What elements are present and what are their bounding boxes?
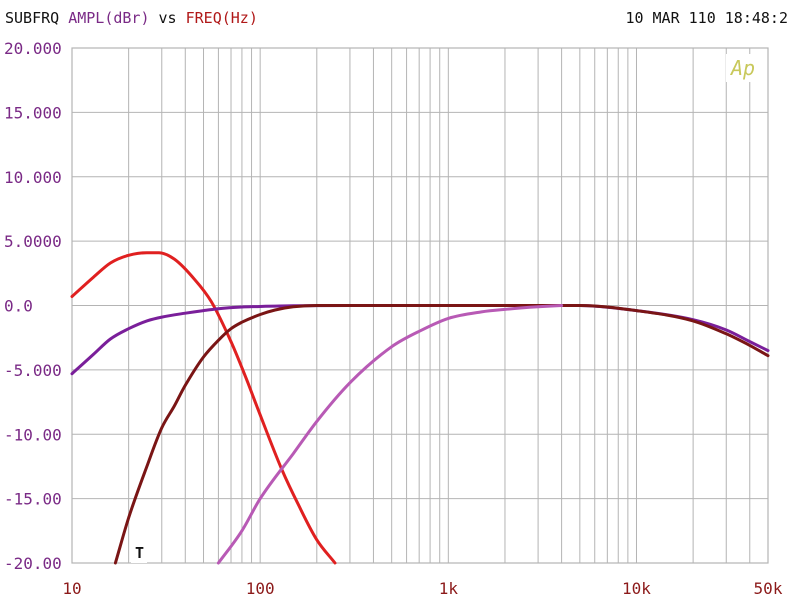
plot-header: SUBFRQ AMPL(dBr) vs FREQ(Hz) bbox=[5, 9, 258, 27]
x-tick-label: 1k bbox=[439, 579, 459, 598]
y-tick-label: -10.00 bbox=[4, 425, 62, 444]
y-quantity-label: AMPL(dBr) bbox=[68, 9, 150, 27]
x-tick-label: 10k bbox=[622, 579, 651, 598]
time-label: 18:48:2 bbox=[724, 9, 788, 27]
date-label: 10 MAR 110 bbox=[625, 9, 716, 27]
vs-label: vs bbox=[158, 9, 177, 27]
y-tick-label: 20.000 bbox=[4, 39, 62, 58]
y-tick-label: 10.000 bbox=[4, 168, 62, 187]
tick-labels: 20.000 15.000 10.000 5.0000 0.0 -5.000 -10.00 -… bbox=[4, 39, 783, 598]
audio-precision-logo: Ap bbox=[729, 56, 755, 80]
logo-background bbox=[726, 54, 764, 82]
x-tick-label: 10 bbox=[62, 579, 81, 598]
cursor-marker: T bbox=[135, 544, 144, 562]
series-line-4 bbox=[216, 304, 564, 565]
series-line-3 bbox=[113, 303, 770, 565]
y-tick-label: 5.0000 bbox=[4, 232, 62, 251]
x-tick-label: 50k bbox=[754, 579, 783, 598]
y-tick-label: -5.000 bbox=[4, 361, 62, 380]
y-tick-label: -15.00 bbox=[4, 490, 62, 509]
x-quantity-label: FREQ(Hz) bbox=[185, 9, 258, 27]
series-group bbox=[70, 251, 770, 565]
cursor-marker-background bbox=[131, 543, 147, 563]
y-tick-label: 0.0 bbox=[4, 297, 33, 316]
header-title: SUBFRQ bbox=[5, 9, 60, 27]
x-tick-label: 100 bbox=[246, 579, 275, 598]
timestamp: 10 MAR 110 18:48:2 bbox=[625, 9, 788, 27]
series-line-1 bbox=[70, 251, 337, 565]
decorations: Ap T bbox=[131, 54, 764, 563]
y-tick-label: 15.000 bbox=[4, 103, 62, 122]
plot-frame bbox=[71, 47, 769, 564]
y-tick-label: -20.00 bbox=[4, 554, 62, 573]
